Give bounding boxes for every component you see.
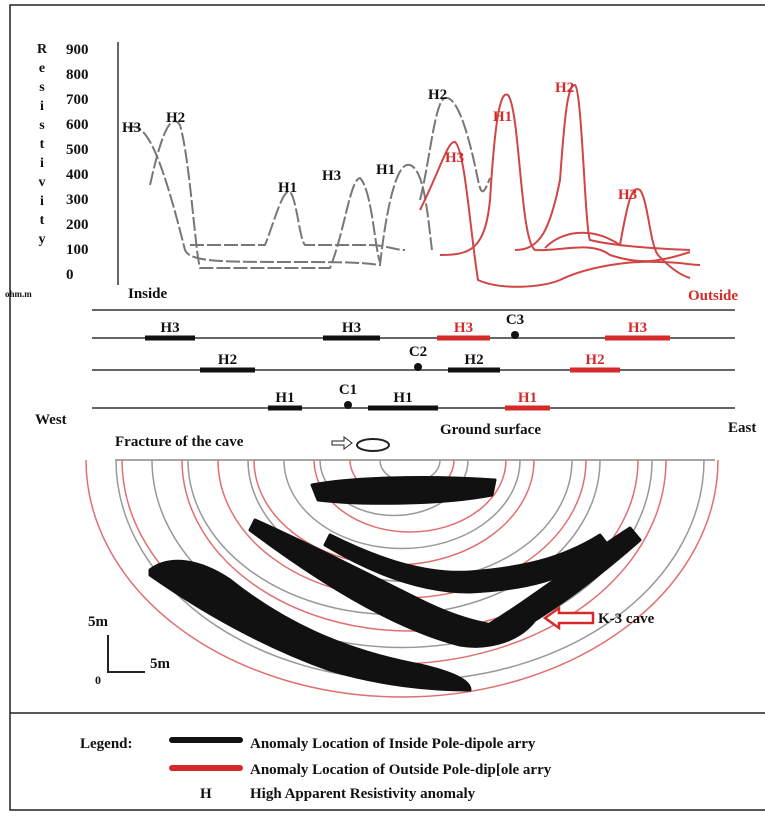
cave-label: K-3 cave [598, 611, 655, 627]
anomaly-label: H2 [585, 352, 604, 368]
tick-label: 300 [66, 192, 89, 208]
axis-label: Resistivity [35, 42, 50, 251]
anomaly-label: H3 [454, 320, 473, 336]
tick-label: 700 [66, 92, 89, 108]
legend-symbol: H [200, 786, 212, 802]
station-label: C3 [506, 312, 524, 328]
frame [9, 4, 765, 811]
outside-curves [419, 83, 701, 288]
legend-item: Anomaly Location of Outside Pole-dip[ole… [250, 762, 552, 778]
tick-label: 100 [66, 242, 89, 258]
anomaly-label: H3 [342, 320, 361, 336]
peak-label: H1 [376, 162, 395, 178]
station-label: C2 [409, 344, 427, 360]
peak-label: H1 [493, 109, 512, 125]
station-label: C1 [339, 382, 357, 398]
tick-label: 600 [66, 117, 89, 133]
tick-label: 500 [66, 142, 89, 158]
anomaly-label: H3 [160, 320, 179, 336]
fracture-label: Fracture of the cave [115, 434, 244, 450]
anomaly-label: H1 [518, 390, 537, 406]
tick-label: 900 [66, 42, 89, 58]
unit: ohm.m [5, 289, 32, 299]
anomaly-label: H1 [275, 390, 294, 406]
legend-item: Anomaly Location of Inside Pole-dipole a… [250, 736, 536, 752]
legend-title: Legend: [80, 736, 133, 752]
legend-item: High Apparent Resistivity anomaly [250, 786, 476, 802]
peak-label: H2 [428, 87, 447, 103]
scale-bar [107, 635, 145, 673]
station-marker [511, 331, 519, 339]
ground-label: Ground surface [440, 422, 541, 438]
peak-label: H2 [166, 110, 185, 126]
fracture [356, 438, 390, 452]
inside-label: Inside [128, 286, 168, 302]
peak-label: H3 [618, 187, 637, 203]
tick-label: 400 [66, 167, 89, 183]
peak-label: H1 [278, 180, 297, 196]
cave-blobs [148, 476, 642, 692]
fracture-arrow [331, 436, 353, 450]
peak-label: H3 [445, 150, 464, 166]
outside-label: Outside [688, 288, 738, 304]
scale-v: 5m [88, 614, 109, 630]
station-marker [414, 363, 422, 371]
arc [85, 459, 719, 698]
origin: 0 [95, 673, 101, 687]
scale-h: 5m [150, 656, 171, 672]
arc [283, 459, 521, 550]
anomaly-label: H1 [393, 390, 412, 406]
station-marker [344, 401, 352, 409]
east-label: East [728, 420, 756, 436]
inside-curves [127, 96, 491, 269]
peak-label: H2 [555, 80, 574, 96]
anomaly-label: H2 [218, 352, 237, 368]
tick-label: 0 [66, 267, 74, 283]
cave-arrow [542, 605, 595, 631]
tick-label: 200 [66, 217, 89, 233]
anomaly-label: H2 [464, 352, 483, 368]
west-label: West [35, 412, 67, 428]
tick-label: 800 [66, 67, 89, 83]
peak-label: H3 [322, 168, 341, 184]
peak-label: H3 [122, 120, 141, 136]
anomaly-label: H3 [628, 320, 647, 336]
